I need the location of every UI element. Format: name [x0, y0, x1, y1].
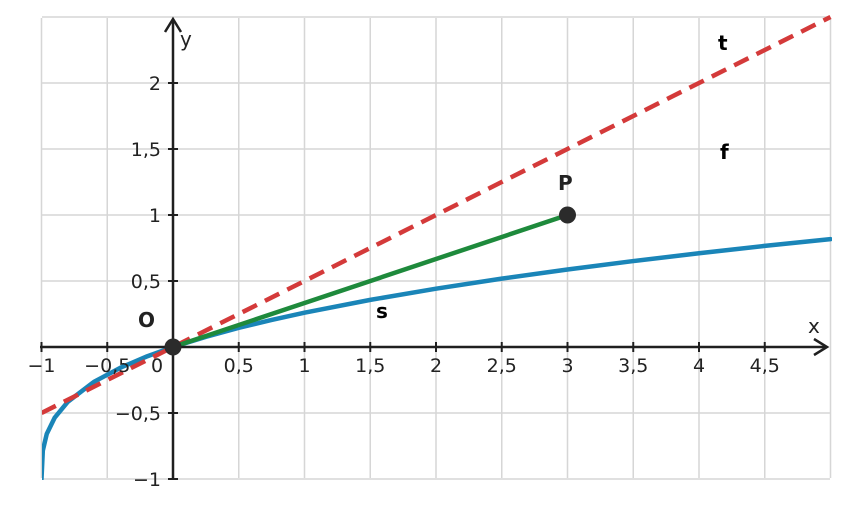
y-tick-label: −0,5 [115, 403, 161, 425]
ticks: −1 −0,5 0 0,5 1 1,5 2 2,5 3 3,5 4 4,5 −1 −0,5 0,5 1 1,5 2 [27, 73, 779, 491]
curve-label-t: t [718, 31, 728, 55]
y-tick-label: 0,5 [131, 271, 161, 293]
curves [42, 14, 832, 480]
curve-label-f: f [720, 140, 729, 164]
x-axis-arrow [813, 337, 830, 357]
x-tick-label: 4,5 [750, 355, 780, 377]
point-label-o: O [138, 308, 155, 332]
y-tick-label: 2 [149, 73, 161, 95]
x-tick-label: 1 [298, 355, 310, 377]
point-o [164, 338, 182, 356]
y-axis-label: y [180, 27, 192, 51]
series-line-f [42, 236, 832, 480]
x-tick-label: −0,5 [84, 355, 130, 377]
x-tick-label: 3 [561, 355, 573, 377]
x-tick-label: −1 [27, 355, 55, 377]
x-tick-label: 0,5 [224, 355, 254, 377]
x-tick-label: 0 [151, 355, 163, 377]
y-tick-label: 1 [149, 205, 161, 227]
curve-label-s: s [376, 299, 388, 323]
grid [40, 16, 832, 480]
x-axis-label: x [808, 314, 820, 338]
series-line-s [170, 212, 570, 350]
x-tick-label: 4 [693, 355, 705, 377]
x-tick-label: 1,5 [355, 355, 385, 377]
y-tick-label: −1 [133, 469, 161, 491]
x-tick-label: 2,5 [487, 355, 517, 377]
x-tick-label: 2 [430, 355, 442, 377]
x-tick-label: 3,5 [618, 355, 648, 377]
series-line-t [42, 14, 832, 416]
points [164, 206, 576, 356]
y-axis-arrow [163, 16, 183, 33]
y-tick-label: 1,5 [131, 139, 161, 161]
point-p [559, 206, 576, 224]
point-label-p: P [558, 171, 573, 195]
